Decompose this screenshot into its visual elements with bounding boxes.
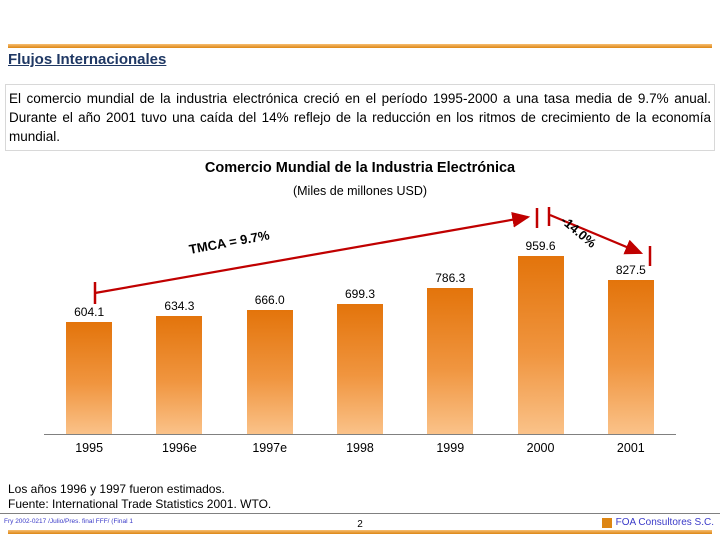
bar-value-label: 604.1: [74, 305, 105, 319]
bar-category-label: 1997e: [252, 441, 288, 455]
footnote-estimates: Los años 1996 y 1997 fueron estimados.: [8, 482, 225, 496]
bar-category-label: 1995: [75, 441, 104, 455]
bar-value-label: 786.3: [435, 271, 466, 285]
footer-file-reference: Fry 2002-0217 /Julio/Pres. final FFF/ (F…: [4, 518, 133, 525]
bar-column: 666.0: [225, 293, 315, 434]
chart-title: Comercio Mundial de la Industria Electró…: [204, 160, 516, 176]
bar-value-label: 634.3: [164, 299, 195, 313]
bar: [246, 310, 293, 434]
bar-chart: 604.1 634.3 666.0 699.3 786.3 959.6 827.5 1995…: [44, 206, 676, 460]
bar-category-label: 1996e: [162, 441, 197, 455]
bottom-divider: [8, 530, 712, 534]
bar-column: 699.3: [315, 287, 405, 434]
bar: [66, 322, 113, 434]
page-number: 2: [357, 519, 363, 530]
bar-value-label: 699.3: [344, 287, 375, 301]
company-name: FOA Consultores S.C.: [615, 517, 714, 528]
bar-value-label: 666.0: [254, 293, 285, 307]
bar-column: 959.6: [495, 239, 585, 434]
footer-divider: [0, 513, 720, 514]
bar-column: 786.3: [405, 271, 495, 434]
body-paragraph: El comercio mundial de la industria elec…: [5, 84, 715, 151]
bars-row: 604.1 634.3 666.0 699.3 786.3 959.6 827.5: [44, 206, 676, 435]
page-title: Flujos Internacionales: [8, 51, 167, 68]
bar-column: 827.5: [586, 263, 676, 434]
bar: [427, 288, 474, 434]
bar: [517, 256, 564, 434]
bar-category-label: 1999: [436, 441, 465, 455]
bar: [156, 316, 203, 434]
category-row: 1995 1996e 1997e 1998 1999 2000 2001: [44, 441, 676, 455]
bar-category-label: 2001: [616, 441, 645, 455]
bar-value-label: 959.6: [525, 239, 556, 253]
foa-logo-icon: [601, 517, 612, 528]
bar-column: 604.1: [44, 305, 134, 434]
chart-subtitle: (Miles de millones USD): [292, 184, 428, 198]
bar: [336, 304, 383, 434]
bar-column: 634.3: [134, 299, 224, 434]
bar-category-label: 1998: [346, 441, 374, 455]
top-divider: [8, 44, 712, 48]
bar: [607, 280, 654, 434]
bar-category-label: 2000: [526, 441, 555, 455]
footnote-source: Fuente: International Trade Statistics 2…: [8, 497, 272, 511]
footer-company: FOA Consultores S.C.: [601, 517, 714, 528]
bar-value-label: 827.5: [615, 263, 646, 277]
